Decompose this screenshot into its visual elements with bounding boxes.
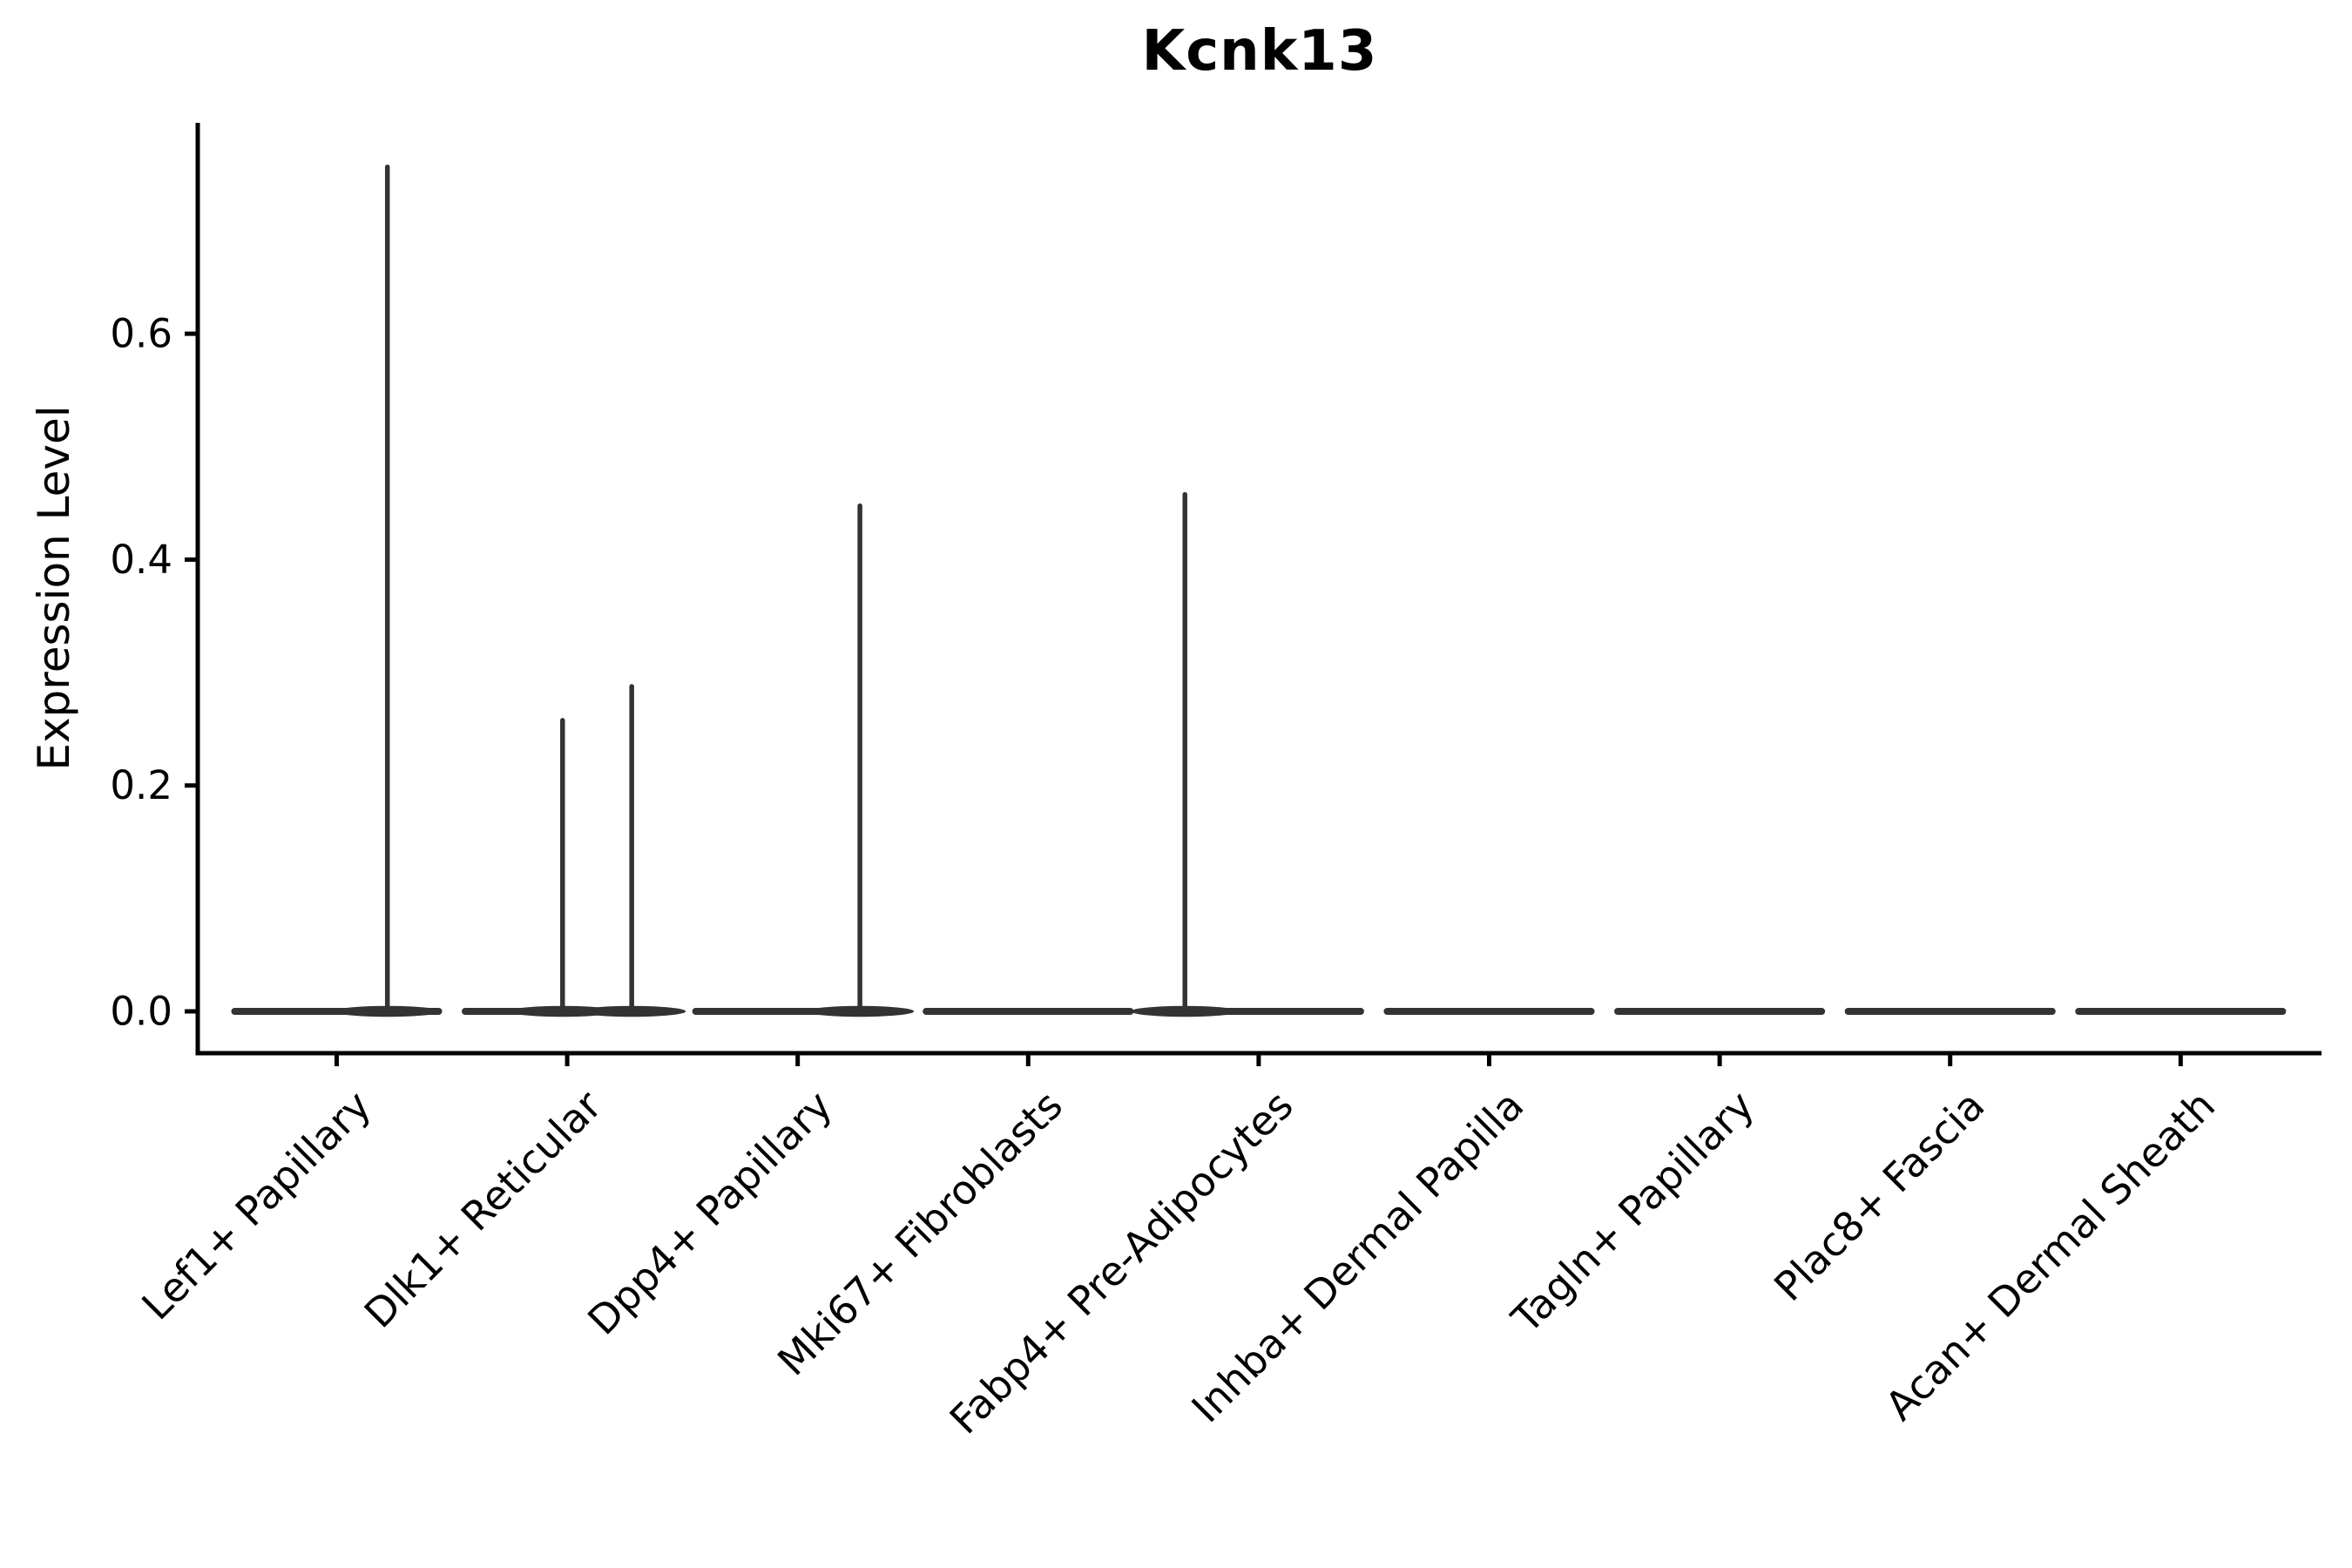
x-tick-label: Tagln+ Papillary <box>1502 1082 1763 1343</box>
violin-baseline <box>1844 1008 2056 1015</box>
violin-baseline <box>1614 1008 1826 1015</box>
x-tick-label: Lef1+ Papillary <box>132 1082 380 1329</box>
y-tick-label: 0.0 <box>110 989 172 1035</box>
chart-title: Kcnk13 <box>1141 19 1378 84</box>
violin-baseline <box>2075 1008 2287 1015</box>
y-tick-label: 0.4 <box>110 537 172 583</box>
x-tick-label: Dpp4+ Papillary <box>578 1082 841 1344</box>
x-tick-label: Plac8+ Fascia <box>1765 1082 1993 1310</box>
violin-baseline <box>923 1008 1134 1015</box>
y-axis-title: Expression Level <box>29 405 79 770</box>
y-tick-label: 0.2 <box>110 762 172 808</box>
y-tick-label: 0.6 <box>110 311 172 357</box>
x-tick-label: Dlk1+ Reticular <box>355 1082 611 1337</box>
violin-baseline <box>1383 1008 1595 1015</box>
